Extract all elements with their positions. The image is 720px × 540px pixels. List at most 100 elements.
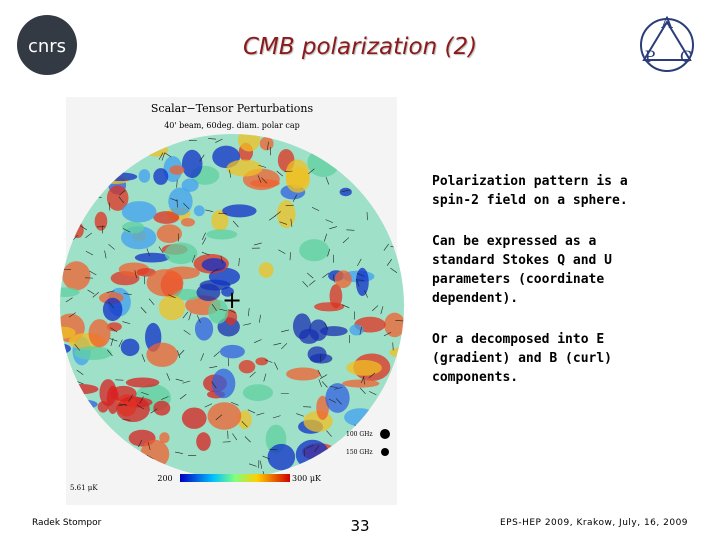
polarization-stick xyxy=(60,199,67,202)
polarization-stick xyxy=(274,362,279,370)
polarization-stick xyxy=(318,379,322,387)
polarization-stick xyxy=(257,175,262,183)
map-blob xyxy=(121,221,145,234)
polarization-stick xyxy=(392,342,394,351)
polarization-stick xyxy=(104,250,107,259)
map-blob xyxy=(180,218,195,227)
map-blob xyxy=(307,346,327,363)
polarization-stick xyxy=(232,433,238,441)
polarization-stick xyxy=(243,323,251,326)
polarization-stick xyxy=(386,258,392,266)
polarization-stick xyxy=(148,298,155,306)
map-blob xyxy=(220,344,245,359)
polarization-stick xyxy=(85,232,93,239)
polarization-stick xyxy=(191,254,196,263)
polarization-stick xyxy=(168,294,176,299)
map-blob xyxy=(158,295,186,321)
polarization-stick xyxy=(215,414,223,421)
polarization-stick xyxy=(122,418,131,421)
beam-dot xyxy=(381,448,389,456)
map-blob xyxy=(193,205,205,217)
polarization-stick xyxy=(359,326,362,335)
map-blob xyxy=(355,267,369,297)
map-blob xyxy=(334,270,352,289)
map-blob xyxy=(242,384,274,401)
map-blob xyxy=(319,326,348,337)
map-blob xyxy=(211,368,236,399)
polarization-stick xyxy=(320,374,328,379)
polarization-stick xyxy=(317,369,322,378)
polarization-stick xyxy=(122,321,131,325)
map-blob xyxy=(285,159,310,189)
polarization-stick xyxy=(201,251,210,256)
polarization-stick xyxy=(106,290,115,293)
polarization-stick xyxy=(356,273,365,277)
polarization-stick xyxy=(166,373,171,381)
polarization-stick xyxy=(146,454,154,460)
map-blob xyxy=(181,149,203,179)
polarization-stick xyxy=(199,154,205,162)
scale-high: 300 μK xyxy=(292,474,322,483)
map-blob xyxy=(329,284,343,309)
polarization-stick xyxy=(335,398,342,405)
polarization-stick xyxy=(256,412,265,416)
polarization-stick xyxy=(306,444,314,449)
map-blob xyxy=(102,297,123,322)
cnrs-logo xyxy=(17,15,77,75)
svg-text:A: A xyxy=(660,13,673,32)
figure-subtitle: 40' beam, 60deg. diam. polar cap xyxy=(164,121,300,130)
polarization-stick xyxy=(284,170,293,173)
map-blob xyxy=(159,432,170,444)
polarization-stick xyxy=(302,281,309,288)
svg-text:C: C xyxy=(680,47,692,66)
polarization-stick xyxy=(267,141,269,150)
polarization-stick xyxy=(356,278,360,287)
polarization-stick xyxy=(183,203,190,210)
polarization-stick xyxy=(200,353,204,361)
polarization-stick xyxy=(119,403,128,406)
cross: + xyxy=(222,286,242,314)
polarization-stick xyxy=(170,198,178,202)
polarization-stick xyxy=(248,308,250,317)
polarization-stick xyxy=(123,293,132,295)
polarization-stick xyxy=(211,268,219,274)
polarization-stick xyxy=(201,232,206,240)
map-blob xyxy=(121,201,157,223)
map-blob xyxy=(238,134,261,152)
map-blob xyxy=(346,359,382,376)
map-blob xyxy=(88,319,111,348)
polarization-stick xyxy=(122,228,131,233)
polarization-stick xyxy=(332,274,335,283)
polarization-stick xyxy=(175,378,184,382)
map-blob xyxy=(258,262,274,278)
map-blob xyxy=(110,385,137,402)
polarization-stick xyxy=(228,309,236,314)
map-blob xyxy=(207,402,242,430)
polarization-stick xyxy=(232,220,239,228)
polarization-stick xyxy=(208,138,217,140)
polarization-stick xyxy=(196,315,201,323)
polarization-stick xyxy=(229,169,232,178)
polarization-stick xyxy=(158,246,164,254)
polarization-stick xyxy=(325,219,334,223)
map-blob xyxy=(292,313,312,340)
map-blob xyxy=(125,377,160,388)
map-blob xyxy=(156,224,182,244)
map-blob xyxy=(62,261,91,291)
polarization-stick xyxy=(278,249,286,254)
polarization-stick xyxy=(249,371,256,378)
polarization-stick xyxy=(141,354,146,362)
polarization-stick xyxy=(289,252,291,261)
polarization-stick xyxy=(390,267,398,273)
polarization-stick xyxy=(341,304,350,309)
polarization-stick xyxy=(118,196,125,204)
polarization-stick xyxy=(164,152,172,158)
polarization-stick xyxy=(138,439,143,448)
polarization-stick xyxy=(60,189,67,195)
polarization-stick xyxy=(182,380,191,384)
map-blob xyxy=(255,357,269,366)
map-blob xyxy=(60,326,76,339)
polarization-stick xyxy=(211,381,217,389)
polarization-stick xyxy=(276,170,284,177)
polarization-stick xyxy=(296,413,304,417)
